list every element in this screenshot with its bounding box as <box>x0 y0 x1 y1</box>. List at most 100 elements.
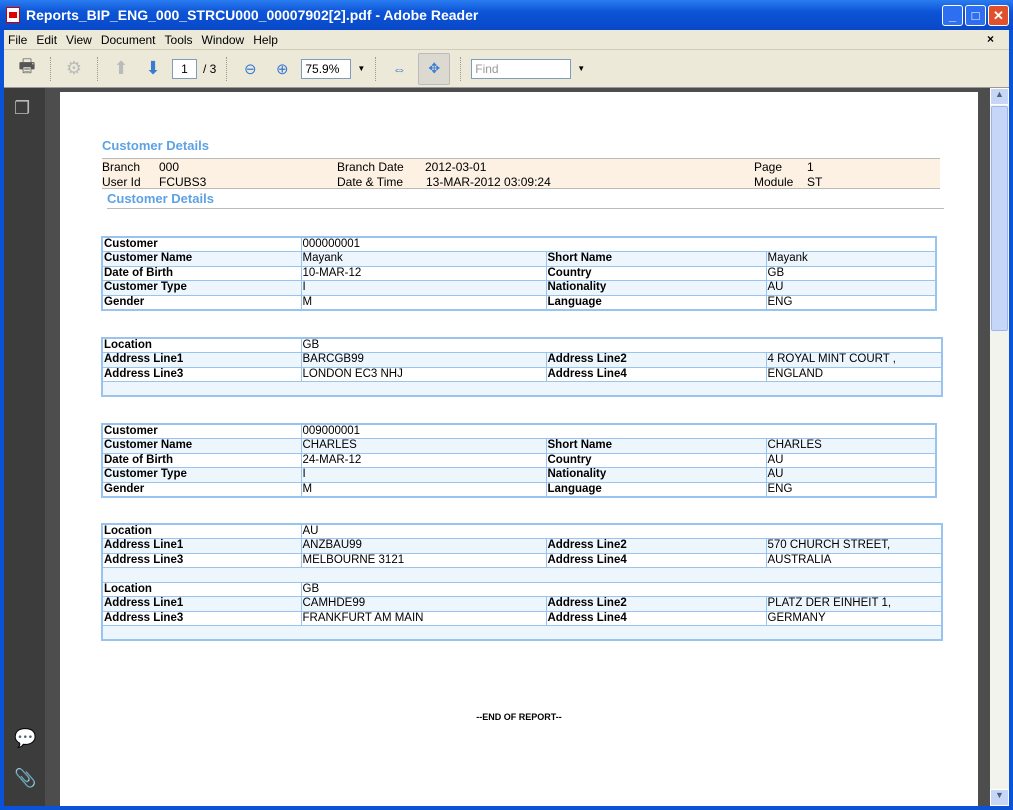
field-label: Location <box>101 581 302 597</box>
close-document-icon[interactable]: × <box>986 32 994 46</box>
comments-icon[interactable]: 💬 <box>14 728 37 748</box>
field-label: Address Line3 <box>101 366 302 382</box>
field-label: Short Name <box>545 438 767 454</box>
table-row: Customer Type I Nationality AU <box>101 467 937 483</box>
print-icon[interactable]: 🖶 <box>18 55 36 76</box>
field-value: GB <box>300 581 943 597</box>
address-table: Location AU Address Line1 ANZBAU99 Address L… <box>101 523 943 641</box>
branch-date-label: Branch Date <box>337 160 404 174</box>
minimize-button[interactable]: _ <box>942 5 963 26</box>
field-value: AU <box>300 523 943 539</box>
menu-view[interactable]: View <box>66 32 92 47</box>
divider <box>107 208 944 209</box>
table-row: Customer 000000001 <box>101 236 937 252</box>
customer-table: Customer 000000001 Customer Name Mayank Shor… <box>101 236 937 311</box>
collaborate-icon: ⚙ <box>65 58 83 78</box>
next-page-icon[interactable]: ⬇ <box>145 58 161 78</box>
field-value: GB <box>300 337 943 353</box>
scroll-thumb[interactable] <box>991 106 1008 331</box>
title-bar: Reports_BIP_ENG_000_STRCU000_00007902[2]… <box>0 0 1013 30</box>
table-row: Date of Birth 24-MAR-12 Country AU <box>101 452 937 468</box>
field-value: AUSTRALIA <box>765 552 943 568</box>
field-label: Date of Birth <box>101 265 302 281</box>
close-button[interactable]: ✕ <box>988 5 1009 26</box>
field-label: Address Line1 <box>101 596 302 612</box>
page-total: / 3 <box>203 61 217 76</box>
report-title: Customer Details <box>102 138 209 153</box>
navigation-panel: ❐ 💬 📎 <box>4 88 45 806</box>
pdf-icon <box>6 7 20 23</box>
field-value: ENGLAND <box>765 366 943 382</box>
pages-icon[interactable]: ❐ <box>14 98 31 118</box>
find-input[interactable]: Find <box>471 58 572 79</box>
field-label: Date of Birth <box>101 452 302 468</box>
menu-bar: File Edit View Document Tools Window Hel… <box>4 30 1009 50</box>
table-row: Address Line3 MELBOURNE 3121 Address Line4… <box>101 552 943 568</box>
field-value: BARCGB99 <box>300 352 547 368</box>
branch-label: Branch <box>102 160 141 174</box>
menu-window[interactable]: Window <box>201 32 245 47</box>
field-value: MELBOURNE 3121 <box>300 552 547 568</box>
field-value: Mayank <box>300 251 547 267</box>
fit-width-icon[interactable]: ⇔ <box>392 60 407 77</box>
field-label: Address Line2 <box>545 596 767 612</box>
report-header: Branch 000 Branch Date 2012-03-01 Page 1… <box>102 158 940 189</box>
field-label: Customer Name <box>101 438 302 454</box>
field-value: CAMHDE99 <box>300 596 547 612</box>
field-value: Mayank <box>765 251 937 267</box>
maximize-button[interactable]: □ <box>965 5 986 26</box>
field-value: CHARLES <box>765 438 937 454</box>
user-value: FCUBS3 <box>159 175 207 189</box>
field-value: 000000001 <box>300 236 937 252</box>
table-row <box>101 381 943 397</box>
field-label: Customer Type <box>101 280 302 296</box>
address-table: Location GB Address Line1 BARCGB99 Address L… <box>101 337 943 397</box>
page-number-input[interactable]: 1 <box>172 58 197 79</box>
table-row: Customer Name CHARLES Short Name CHARLES <box>101 438 937 454</box>
field-label: Nationality <box>545 467 767 483</box>
zoom-dropdown-icon[interactable]: ▼ <box>357 64 366 73</box>
scroll-up-icon[interactable]: ▲ <box>990 88 1009 105</box>
datetime-value: 13-MAR-2012 03:09:24 <box>426 175 551 189</box>
pdf-page: Customer Details Branch 000 Branch Date … <box>60 92 978 806</box>
field-label: Short Name <box>545 251 767 267</box>
vertical-scrollbar[interactable]: ▲ ▼ <box>990 88 1009 806</box>
zoom-in-icon[interactable]: ⊕ <box>276 60 289 78</box>
zoom-input[interactable]: 75.9% <box>301 58 352 79</box>
attachments-icon[interactable]: 📎 <box>14 768 37 788</box>
branch-value: 000 <box>159 160 180 174</box>
module-value: ST <box>807 175 823 189</box>
menu-help[interactable]: Help <box>253 32 278 47</box>
zoom-out-icon[interactable]: ⊖ <box>244 60 257 78</box>
menu-tools[interactable]: Tools <box>164 32 193 47</box>
menu-file[interactable]: File <box>8 32 28 47</box>
table-row: Gender M Language ENG <box>101 481 937 497</box>
table-row: Address Line3 LONDON EC3 NHJ Address Line4… <box>101 366 943 382</box>
scroll-down-icon[interactable]: ▼ <box>990 789 1009 806</box>
table-row: Address Line1 CAMHDE99 Address Line2 PLATZ … <box>101 596 943 612</box>
branch-date-value: 2012-03-01 <box>425 160 487 174</box>
find-dropdown-icon[interactable]: ▼ <box>577 64 586 73</box>
fit-page-icon[interactable]: ✥ <box>418 52 451 85</box>
field-label: Address Line4 <box>545 552 767 568</box>
table-row <box>101 567 943 583</box>
field-value: 24-MAR-12 <box>300 452 547 468</box>
table-row: Customer 009000001 <box>101 423 937 439</box>
field-label: Customer Name <box>101 251 302 267</box>
menu-document[interactable]: Document <box>100 32 156 47</box>
table-row: Address Line3 FRANKFURT AM MAIN Address Li… <box>101 610 943 626</box>
field-label: Address Line1 <box>101 352 302 368</box>
field-value: 4 ROYAL MINT COURT , <box>765 352 943 368</box>
field-value: 009000001 <box>300 423 937 439</box>
menu-edit[interactable]: Edit <box>36 32 58 47</box>
field-label: Address Line4 <box>545 610 767 626</box>
field-value: PLATZ DER EINHEIT 1, <box>765 596 943 612</box>
field-value: I <box>300 467 547 483</box>
field-value: GERMANY <box>765 610 943 626</box>
table-row: Date of Birth 10-MAR-12 Country GB <box>101 265 937 281</box>
field-label: Country <box>545 452 767 468</box>
report-subtitle: Customer Details <box>107 191 214 206</box>
field-label: Language <box>545 294 767 310</box>
field-value: ENG <box>765 294 937 310</box>
previous-page-icon[interactable]: ⬆ <box>113 58 129 78</box>
